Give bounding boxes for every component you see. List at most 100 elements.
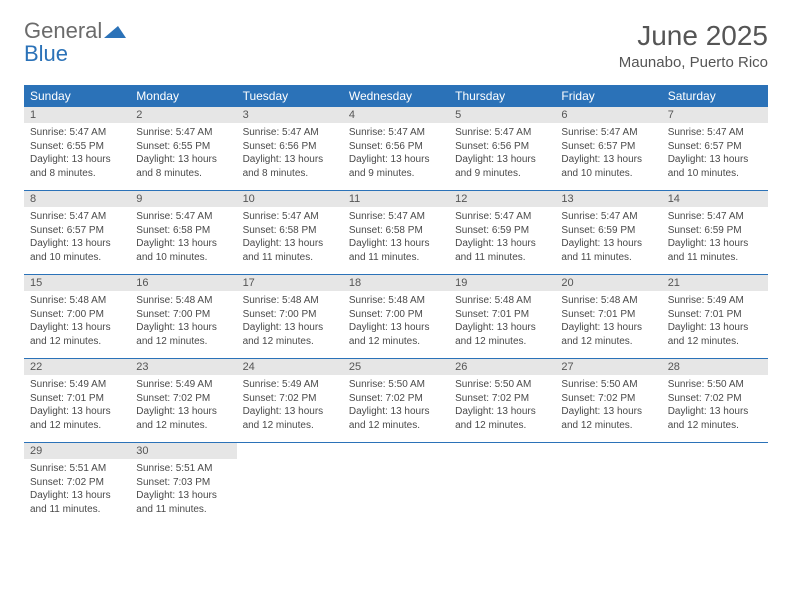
- day-body: Sunrise: 5:47 AMSunset: 6:55 PMDaylight:…: [130, 123, 236, 190]
- month-title: June 2025: [619, 20, 768, 52]
- day-cell: 20Sunrise: 5:48 AMSunset: 7:01 PMDayligh…: [555, 275, 661, 359]
- sunrise-line: Sunrise: 5:47 AM: [243, 126, 337, 140]
- sunrise-line: Sunrise: 5:47 AM: [30, 210, 124, 224]
- daylight-line: Daylight: 13 hours and 12 minutes.: [243, 321, 337, 348]
- daylight-line: Daylight: 13 hours and 10 minutes.: [561, 153, 655, 180]
- day-body: Sunrise: 5:47 AMSunset: 6:59 PMDaylight:…: [449, 207, 555, 274]
- day-body: Sunrise: 5:48 AMSunset: 7:00 PMDaylight:…: [343, 291, 449, 358]
- day-cell: 10Sunrise: 5:47 AMSunset: 6:58 PMDayligh…: [237, 191, 343, 275]
- day-cell: 4Sunrise: 5:47 AMSunset: 6:56 PMDaylight…: [343, 107, 449, 191]
- day-body: Sunrise: 5:47 AMSunset: 6:57 PMDaylight:…: [24, 207, 130, 274]
- calendar-week-row: 1Sunrise: 5:47 AMSunset: 6:55 PMDaylight…: [24, 107, 768, 191]
- sunrise-line: Sunrise: 5:50 AM: [561, 378, 655, 392]
- day-number: 17: [237, 275, 343, 291]
- calendar-week-row: 15Sunrise: 5:48 AMSunset: 7:00 PMDayligh…: [24, 275, 768, 359]
- day-cell: 7Sunrise: 5:47 AMSunset: 6:57 PMDaylight…: [662, 107, 768, 191]
- sunset-line: Sunset: 7:01 PM: [30, 392, 124, 406]
- sunset-line: Sunset: 7:02 PM: [136, 392, 230, 406]
- sunrise-line: Sunrise: 5:47 AM: [136, 126, 230, 140]
- day-cell: 5 Sunrise: 5:47 AMSunset: 6:56 PMDaylight…: [449, 107, 555, 191]
- day-number: 25: [343, 359, 449, 375]
- sunset-line: Sunset: 6:55 PM: [30, 140, 124, 154]
- day-cell: 23Sunrise: 5:49 AMSunset: 7:02 PMDayligh…: [130, 359, 236, 443]
- sunset-line: Sunset: 7:01 PM: [561, 308, 655, 322]
- day-number: 4: [343, 107, 449, 123]
- daylight-line: Daylight: 13 hours and 8 minutes.: [136, 153, 230, 180]
- day-cell: 1Sunrise: 5:47 AMSunset: 6:55 PMDaylight…: [24, 107, 130, 191]
- day-cell: [555, 443, 661, 527]
- sunset-line: Sunset: 6:57 PM: [30, 224, 124, 238]
- day-cell: 12Sunrise: 5:47 AMSunset: 6:59 PMDayligh…: [449, 191, 555, 275]
- logo-text: General Blue: [24, 20, 126, 66]
- daylight-line: Daylight: 13 hours and 12 minutes.: [561, 321, 655, 348]
- sunrise-line: Sunrise: 5:48 AM: [136, 294, 230, 308]
- day-number: 21: [662, 275, 768, 291]
- day-number: 12: [449, 191, 555, 207]
- day-cell: 28Sunrise: 5:50 AMSunset: 7:02 PMDayligh…: [662, 359, 768, 443]
- weekday-sunday: Sunday: [24, 85, 130, 107]
- day-cell: [237, 443, 343, 527]
- day-cell: 22Sunrise: 5:49 AMSunset: 7:01 PMDayligh…: [24, 359, 130, 443]
- daylight-line: Daylight: 13 hours and 12 minutes.: [561, 405, 655, 432]
- weekday-tuesday: Tuesday: [237, 85, 343, 107]
- day-cell: 30Sunrise: 5:51 AMSunset: 7:03 PMDayligh…: [130, 443, 236, 527]
- day-number: 22: [24, 359, 130, 375]
- sunrise-line: Sunrise: 5:49 AM: [30, 378, 124, 392]
- sunrise-line: Sunrise: 5:47 AM: [455, 126, 549, 140]
- sunset-line: Sunset: 7:02 PM: [30, 476, 124, 490]
- calendar-page: General Blue June 2025 Maunabo, Puerto R…: [0, 0, 792, 546]
- day-body: Sunrise: 5:47 AMSunset: 6:55 PMDaylight:…: [24, 123, 130, 190]
- weekday-saturday: Saturday: [662, 85, 768, 107]
- sunrise-line: Sunrise: 5:48 AM: [561, 294, 655, 308]
- day-cell: 14Sunrise: 5:47 AMSunset: 6:59 PMDayligh…: [662, 191, 768, 275]
- day-number: 7: [662, 107, 768, 123]
- day-body: Sunrise: 5:48 AMSunset: 7:00 PMDaylight:…: [130, 291, 236, 358]
- header: General Blue June 2025 Maunabo, Puerto R…: [24, 20, 768, 71]
- sunset-line: Sunset: 7:02 PM: [349, 392, 443, 406]
- day-cell: 25Sunrise: 5:50 AMSunset: 7:02 PMDayligh…: [343, 359, 449, 443]
- sunrise-line: Sunrise: 5:50 AM: [455, 378, 549, 392]
- day-number: 3: [237, 107, 343, 123]
- day-number: 14: [662, 191, 768, 207]
- day-body: Sunrise: 5:47 AMSunset: 6:58 PMDaylight:…: [237, 207, 343, 274]
- day-cell: [449, 443, 555, 527]
- daylight-line: Daylight: 13 hours and 10 minutes.: [30, 237, 124, 264]
- day-body: Sunrise: 5:47 AMSunset: 6:56 PMDaylight:…: [343, 123, 449, 190]
- sunset-line: Sunset: 7:00 PM: [136, 308, 230, 322]
- sunset-line: Sunset: 6:56 PM: [455, 140, 549, 154]
- sunrise-line: Sunrise: 5:47 AM: [349, 210, 443, 224]
- day-number: 10: [237, 191, 343, 207]
- daylight-line: Daylight: 13 hours and 9 minutes.: [455, 153, 549, 180]
- day-number: 5: [449, 107, 555, 123]
- sunrise-line: Sunrise: 5:47 AM: [30, 126, 124, 140]
- daylight-line: Daylight: 13 hours and 11 minutes.: [455, 237, 549, 264]
- daylight-line: Daylight: 13 hours and 9 minutes.: [349, 153, 443, 180]
- sunset-line: Sunset: 7:02 PM: [668, 392, 762, 406]
- sunset-line: Sunset: 7:02 PM: [455, 392, 549, 406]
- sunset-line: Sunset: 7:02 PM: [561, 392, 655, 406]
- sunrise-line: Sunrise: 5:48 AM: [30, 294, 124, 308]
- sunset-line: Sunset: 7:03 PM: [136, 476, 230, 490]
- day-number: 13: [555, 191, 661, 207]
- daylight-line: Daylight: 13 hours and 12 minutes.: [30, 405, 124, 432]
- sunrise-line: Sunrise: 5:48 AM: [455, 294, 549, 308]
- daylight-line: Daylight: 13 hours and 8 minutes.: [30, 153, 124, 180]
- weekday-thursday: Thursday: [449, 85, 555, 107]
- sunrise-line: Sunrise: 5:48 AM: [349, 294, 443, 308]
- day-body: Sunrise: 5:49 AMSunset: 7:01 PMDaylight:…: [24, 375, 130, 442]
- day-number: 23: [130, 359, 236, 375]
- calendar-week-row: 29Sunrise: 5:51 AMSunset: 7:02 PMDayligh…: [24, 443, 768, 527]
- day-body: Sunrise: 5:48 AMSunset: 7:00 PMDaylight:…: [24, 291, 130, 358]
- calendar-body: 1Sunrise: 5:47 AMSunset: 6:55 PMDaylight…: [24, 107, 768, 526]
- day-body: Sunrise: 5:47 AMSunset: 6:59 PMDaylight:…: [662, 207, 768, 274]
- day-cell: 9Sunrise: 5:47 AMSunset: 6:58 PMDaylight…: [130, 191, 236, 275]
- day-cell: 13Sunrise: 5:47 AMSunset: 6:59 PMDayligh…: [555, 191, 661, 275]
- day-number: 26: [449, 359, 555, 375]
- weekday-wednesday: Wednesday: [343, 85, 449, 107]
- daylight-line: Daylight: 13 hours and 12 minutes.: [349, 405, 443, 432]
- weekday-row: Sunday Monday Tuesday Wednesday Thursday…: [24, 85, 768, 107]
- sunrise-line: Sunrise: 5:47 AM: [455, 210, 549, 224]
- weekday-monday: Monday: [130, 85, 236, 107]
- day-number: 11: [343, 191, 449, 207]
- logo-blue: Blue: [24, 41, 68, 66]
